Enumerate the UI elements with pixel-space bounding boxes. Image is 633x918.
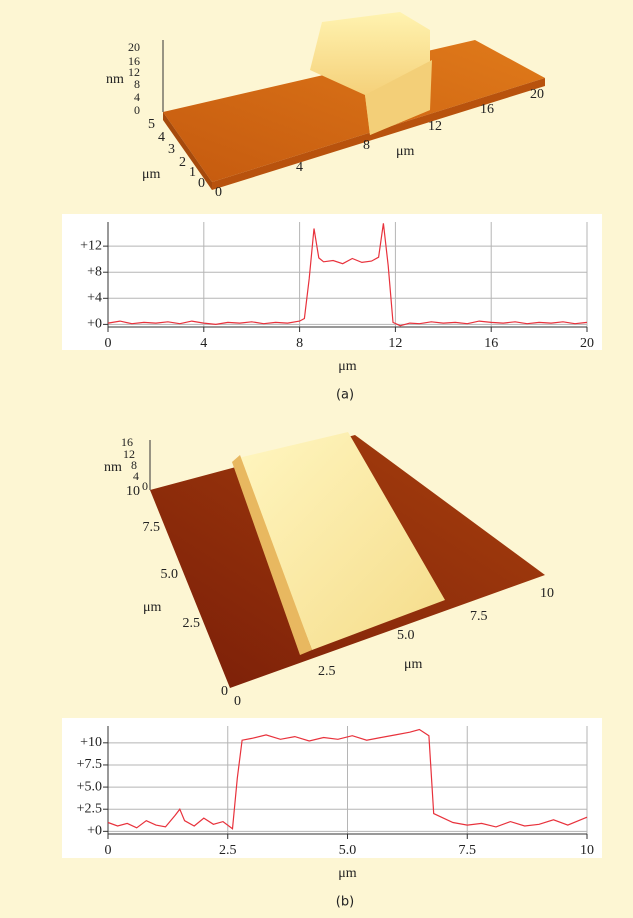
caption: (a) bbox=[336, 388, 354, 403]
y-tick-label: +2.5 bbox=[77, 801, 102, 816]
x-tick-label: 2.5 bbox=[219, 843, 237, 858]
y-tick-label: +4 bbox=[87, 291, 102, 306]
y-tick-label: 0 bbox=[198, 176, 205, 191]
surface-b: 16 12 8 4 0 nm 10 7.5 5.0 2.5 0 μm 0 2.5… bbox=[104, 432, 554, 709]
z-tick-label: 0 bbox=[134, 103, 140, 117]
plot-panel bbox=[62, 214, 602, 350]
x-tick-label: 5.0 bbox=[397, 628, 415, 643]
ridge-side bbox=[365, 60, 432, 135]
z-tick-label: 12 bbox=[128, 65, 140, 79]
surface-a: 20 16 12 8 4 0 nm 5 4 3 2 1 0 μm 0 4 8 1… bbox=[106, 12, 545, 200]
y-tick-label: +7.5 bbox=[77, 757, 102, 772]
x-tick-label: 12 bbox=[388, 336, 402, 351]
z-tick-label: 4 bbox=[134, 90, 140, 104]
x-tick-label: 12 bbox=[428, 119, 442, 134]
x-tick-label: 5.0 bbox=[339, 843, 357, 858]
x-axis-label: μm bbox=[396, 144, 415, 159]
x-axis-label: μm bbox=[338, 866, 357, 881]
z-tick-label: 8 bbox=[134, 77, 140, 91]
x-tick-label: 4 bbox=[200, 336, 207, 351]
y-tick-label: +5.0 bbox=[77, 779, 102, 794]
x-tick-label: 7.5 bbox=[459, 843, 477, 858]
plane bbox=[163, 40, 545, 182]
plane-side bbox=[163, 112, 212, 190]
y-tick-label: +0 bbox=[87, 317, 102, 332]
z-tick-label: 16 bbox=[128, 54, 140, 68]
y-tick-label: 3 bbox=[168, 142, 175, 157]
z-tick-label: 4 bbox=[133, 469, 139, 483]
y-tick-label: +8 bbox=[87, 264, 102, 279]
y-tick-label: 5 bbox=[148, 117, 155, 132]
y-tick-label: +12 bbox=[80, 238, 102, 253]
z-tick-label: 12 bbox=[123, 447, 135, 461]
ridge bbox=[238, 432, 445, 650]
y-tick-label: +10 bbox=[80, 735, 102, 750]
y-axis-label: μm bbox=[142, 167, 161, 182]
y-tick-label: 2.5 bbox=[183, 616, 201, 631]
z-tick-label: 16 bbox=[121, 435, 133, 449]
z-tick-label: 8 bbox=[131, 458, 137, 472]
y-tick-label: 5.0 bbox=[161, 567, 179, 582]
x-tick-label: 2.5 bbox=[318, 664, 336, 679]
x-tick-label: 10 bbox=[540, 586, 554, 601]
profile-line bbox=[107, 223, 588, 327]
y-tick-label: 4 bbox=[158, 130, 165, 145]
x-tick-label: 8 bbox=[296, 336, 303, 351]
x-tick-label: 0 bbox=[215, 185, 222, 200]
ridge-side bbox=[232, 455, 312, 655]
x-tick-label: 7.5 bbox=[470, 609, 488, 624]
y-tick-label: 10 bbox=[126, 484, 140, 499]
y-tick-label: 7.5 bbox=[143, 520, 161, 535]
x-tick-label: 20 bbox=[530, 87, 544, 102]
y-axis-label: μm bbox=[143, 600, 162, 615]
plot-panel bbox=[62, 718, 602, 858]
y-tick-label: 2 bbox=[179, 155, 186, 170]
x-tick-label: 4 bbox=[296, 160, 303, 175]
x-tick-label: 8 bbox=[363, 138, 370, 153]
x-axis-label: μm bbox=[404, 657, 423, 672]
z-tick-label: 20 bbox=[128, 40, 140, 54]
caption: (b) bbox=[336, 895, 354, 910]
x-tick-label: 10 bbox=[580, 843, 594, 858]
y-tick-label: 1 bbox=[189, 165, 196, 180]
z-axis-label: nm bbox=[106, 72, 124, 87]
y-tick-label: 0 bbox=[221, 684, 228, 699]
profile-line bbox=[107, 728, 588, 830]
x-tick-label: 16 bbox=[484, 336, 498, 351]
x-tick-label: 0 bbox=[105, 843, 112, 858]
plane-front bbox=[212, 78, 545, 190]
x-tick-label: 0 bbox=[105, 336, 112, 351]
x-tick-label: 0 bbox=[234, 694, 241, 709]
y-tick-label: +0 bbox=[87, 824, 102, 839]
x-tick-label: 20 bbox=[580, 336, 594, 351]
z-axis-label: nm bbox=[104, 460, 122, 475]
x-tick-label: 16 bbox=[480, 102, 494, 117]
z-tick-label: 0 bbox=[142, 479, 148, 493]
x-axis-label: μm bbox=[338, 359, 357, 374]
